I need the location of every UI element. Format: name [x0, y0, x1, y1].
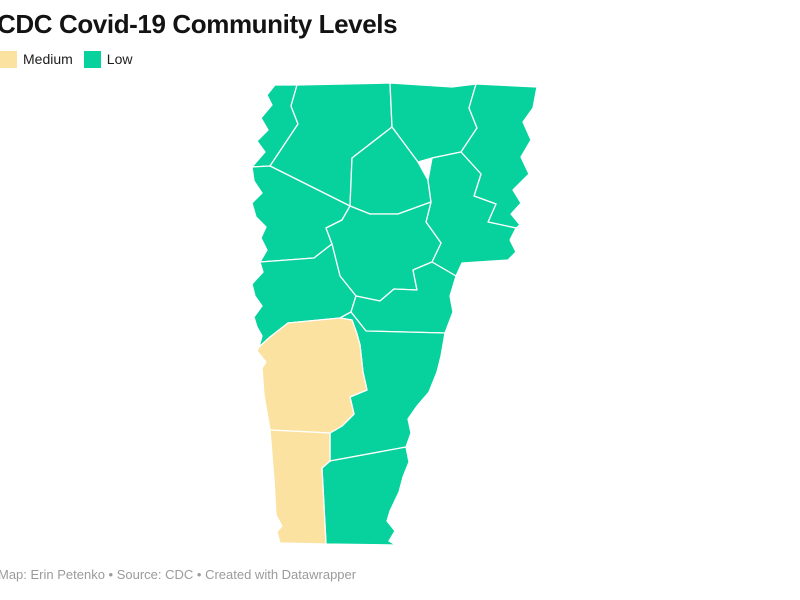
legend: Medium Low — [0, 51, 132, 68]
legend-item-low[interactable]: Low — [83, 51, 133, 68]
county-windham[interactable] — [321, 446, 410, 546]
county-bennington[interactable] — [269, 429, 331, 545]
footer-credit: Map: Erin Petenko • Source: CDC • Create… — [0, 567, 357, 582]
low-color-swatch-icon — [83, 51, 101, 68]
legend-label-medium: Medium — [23, 51, 73, 67]
county-caledonia[interactable] — [425, 151, 517, 277]
chart-title: CDC Covid-19 Community Levels — [0, 9, 398, 39]
county-rutland[interactable] — [256, 317, 368, 434]
legend-item-medium[interactable]: Medium — [0, 51, 73, 68]
legend-label-low: Low — [106, 51, 133, 67]
medium-color-swatch-icon — [0, 51, 17, 68]
